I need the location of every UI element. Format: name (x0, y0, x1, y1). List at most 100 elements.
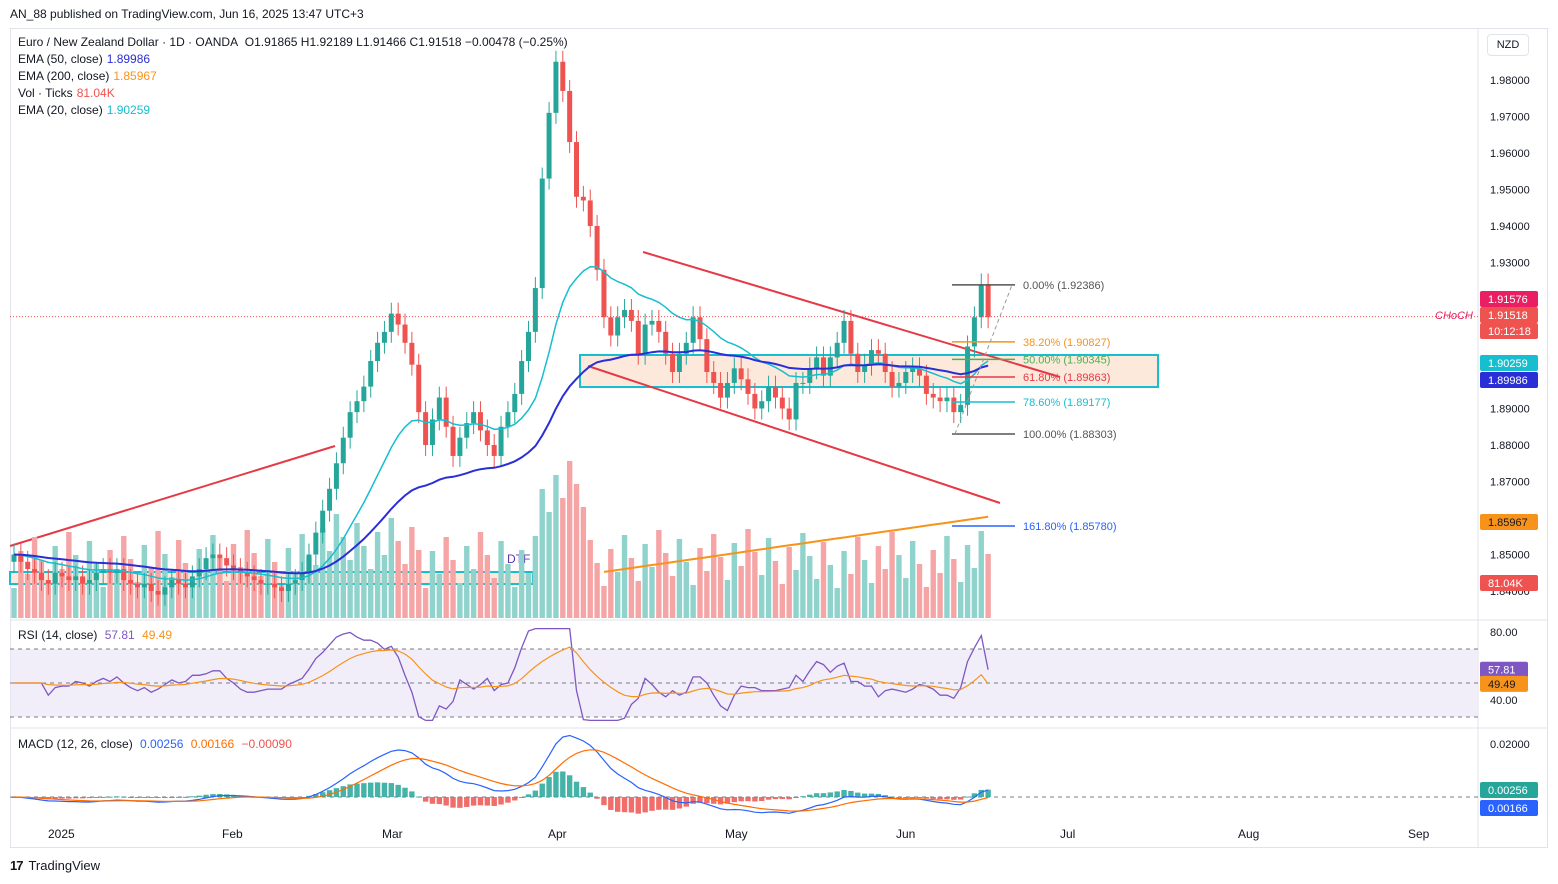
volume-bar (25, 574, 31, 618)
volume-bar (765, 538, 772, 618)
candle-body (971, 317, 977, 347)
volume-bar (909, 541, 916, 618)
candle-body (848, 320, 854, 354)
candle-body (594, 226, 600, 270)
macd-histogram-bar (861, 793, 868, 797)
volume-label[interactable]: Vol · Ticks (18, 86, 73, 100)
rsi-band (10, 649, 1478, 717)
volume-bar (882, 569, 888, 618)
candle-body (299, 572, 305, 581)
candle-body (827, 357, 833, 376)
volume-bar (834, 588, 840, 618)
candle-body (512, 393, 518, 413)
macd-histogram-bar (436, 797, 443, 805)
volume-bar (594, 563, 600, 618)
volume-bar (79, 578, 86, 618)
volume-bar (800, 533, 806, 618)
volume-bar (422, 588, 429, 618)
volume-bar (470, 569, 477, 618)
x-tick-label: Sep (1408, 827, 1430, 841)
volume-bar (457, 583, 463, 618)
macd-histogram-bar (52, 797, 58, 799)
candle-body (958, 404, 964, 413)
volume-bar (340, 537, 346, 618)
volume-bar (978, 531, 984, 618)
volume-bar (546, 512, 552, 618)
rsi-label[interactable]: RSI (14, close) (18, 628, 98, 642)
candle-body (532, 288, 538, 332)
candle-body (663, 331, 669, 354)
volume-bar (669, 576, 676, 618)
currency-button[interactable]: NZD (1487, 34, 1529, 56)
volume-bar (525, 573, 532, 618)
macd-histogram-bar (450, 797, 456, 808)
volume-bar (711, 534, 717, 618)
footer-brand[interactable]: TradingView (28, 858, 101, 873)
macd-histogram-bar (374, 782, 381, 797)
volume-bar (628, 558, 635, 618)
rsi-badge-label: 57.81 (1488, 665, 1516, 677)
volume-bar (683, 562, 689, 618)
ema50-label[interactable]: EMA (50, close) (18, 52, 103, 66)
macd-histogram-bar (539, 783, 545, 797)
channel-lower-line (587, 365, 1001, 504)
candle-body (841, 320, 847, 343)
candle-body (951, 397, 957, 413)
macd-histogram-bar (669, 797, 676, 810)
x-tick-label: Feb (222, 827, 243, 841)
candle-body (162, 587, 168, 595)
volume-bar (566, 461, 573, 618)
candle-body (862, 364, 868, 372)
ema20-value: 1.90259 (106, 103, 151, 117)
macd-histogram-bar (621, 797, 628, 813)
main-legend: Euro / New Zealand Dollar · 1D · OANDA O… (18, 34, 568, 119)
macd-histogram-bar (100, 796, 106, 798)
volume-bar (498, 541, 504, 618)
candle-body (587, 200, 593, 226)
fib-level-label: 78.60% (1.89177) (1023, 397, 1110, 409)
ema20-label[interactable]: EMA (20, close) (18, 103, 103, 117)
ema20-line (13, 265, 989, 581)
macd-histogram-bar (443, 797, 449, 806)
macd-label[interactable]: MACD (12, 26, close) (18, 737, 133, 751)
candle-body (526, 331, 531, 362)
macd-histogram-bar (957, 797, 964, 800)
candle-body (724, 382, 730, 398)
volume-bar (587, 540, 593, 618)
macd-histogram-bar (759, 797, 765, 802)
candle-body (745, 379, 751, 394)
candle-body (766, 386, 772, 402)
price-axis-badge-label: 10:12:18 (1488, 326, 1531, 338)
volume-bar (930, 550, 936, 618)
ema200-label[interactable]: EMA (200, close) (18, 69, 110, 83)
rsi-legend: RSI (14, close) 57.81 49.49 (18, 628, 172, 642)
candle-body (642, 324, 648, 354)
symbol-name[interactable]: Euro / New Zealand Dollar · 1D · OANDA (18, 35, 239, 49)
candle-body (313, 532, 319, 555)
volume-bar (210, 535, 216, 618)
candle-body (635, 320, 641, 354)
macd-histogram-bar (896, 797, 902, 798)
price-axis-badge (1480, 372, 1538, 388)
volume-bar (436, 574, 443, 618)
macd-histogram-bar (340, 786, 346, 797)
y-tick-label: 1.85000 (1490, 550, 1530, 562)
macd-histogram-bar (162, 797, 168, 798)
volume-bar (409, 527, 415, 618)
signal-line (13, 749, 989, 812)
macd-histogram-bar (86, 797, 93, 799)
macd-histogram-bar (848, 790, 854, 797)
candle-body (141, 583, 147, 588)
candle-body (258, 580, 264, 584)
ohlc-values: O1.91865 H1.92189 L1.91466 C1.91518 −0.0… (244, 35, 568, 49)
volume-bar (786, 547, 792, 618)
y-tick-label: 1.96000 (1490, 148, 1530, 160)
candle-body (121, 569, 127, 581)
price-axis-badge-label: 1.85967 (1488, 517, 1528, 529)
macd-histogram-bar (66, 797, 72, 799)
volume-bar (752, 552, 758, 618)
macd-value: 0.00256 (140, 737, 184, 751)
volume-bar (614, 572, 621, 618)
macd-histogram-bar (580, 787, 587, 797)
